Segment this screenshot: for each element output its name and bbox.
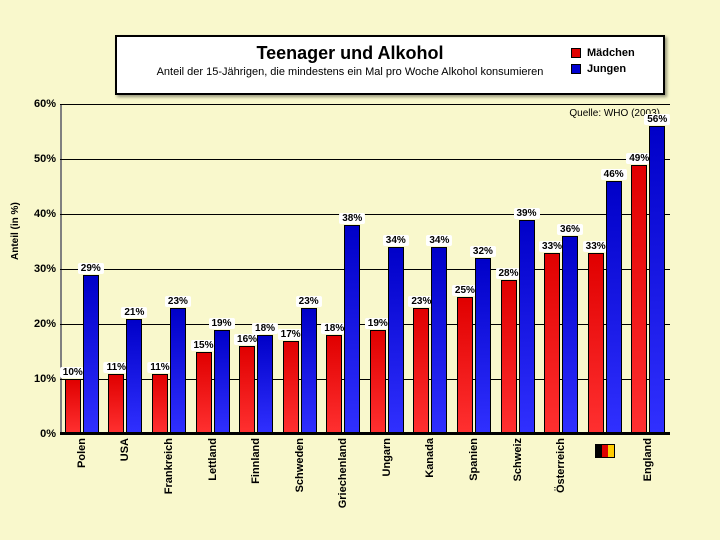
bar-jungen: 21%	[126, 319, 142, 435]
x-tick-label: Spanien	[468, 438, 480, 481]
bar-maedchen: 11%	[152, 374, 168, 435]
bar-group: 17%23%Schweden	[283, 308, 317, 435]
bar-group: 25%32%Spanien	[457, 258, 491, 434]
bar-jungen: 38%	[344, 225, 360, 434]
bar-jungen: 19%	[214, 330, 230, 435]
x-tick-label: Ungarn	[381, 438, 393, 477]
bar-jungen: 46%	[606, 181, 622, 434]
bar-jungen: 34%	[431, 247, 447, 434]
x-tick-label: Schweiz	[512, 438, 524, 481]
bar-group: 23%34%Kanada	[413, 247, 447, 434]
bar-jungen: 36%	[562, 236, 578, 434]
bar-jungen: 23%	[170, 308, 186, 435]
y-tick-label: 10%	[22, 373, 56, 385]
bar-jungen: 39%	[519, 220, 535, 435]
legend-item-maedchen: Mädchen	[571, 47, 651, 59]
bar-maedchen: 16%	[239, 346, 255, 434]
bar-jungen: 23%	[301, 308, 317, 435]
x-tick-label: Lettland	[207, 438, 219, 481]
legend-swatch-maedchen	[571, 48, 581, 58]
chart-title: Teenager und Alkohol	[129, 43, 571, 64]
x-tick-label: Kanada	[424, 438, 436, 478]
y-tick-label: 0%	[22, 428, 56, 440]
y-axis-title: Anteil (in %)	[10, 202, 21, 260]
bar-group: 19%34%Ungarn	[370, 247, 404, 434]
bar-value-label: 19%	[208, 318, 234, 329]
bar-value-label: 23%	[165, 296, 191, 307]
bar-group: 16%18%Finnland	[239, 335, 273, 434]
legend-label-maedchen: Mädchen	[587, 47, 635, 59]
x-tick-label: Griechenland	[337, 438, 349, 508]
bar-value-label: 11%	[104, 362, 129, 373]
chart-header: Teenager und Alkohol Anteil der 15-Jähri…	[115, 35, 665, 95]
bar-maedchen: 17%	[283, 341, 299, 435]
bar-jungen: 18%	[257, 335, 273, 434]
bar-value-label: 34%	[383, 235, 409, 246]
bar-maedchen: 23%	[413, 308, 429, 435]
bar-jungen: 29%	[83, 275, 99, 435]
bar-value-label: 36%	[557, 224, 583, 235]
bar-group: 33%46%	[588, 181, 622, 434]
chart-subtitle: Anteil der 15-Jährigen, die mindestens e…	[129, 66, 571, 78]
x-axis-line	[60, 432, 670, 434]
bar-value-label: 39%	[513, 208, 539, 219]
bar-value-label: 34%	[426, 235, 452, 246]
bar-group: 18%38%Griechenland	[326, 225, 360, 434]
bar-group: 11%21%USA	[108, 319, 142, 435]
bar-group: 33%36%Österreich	[544, 236, 578, 434]
y-tick-label: 50%	[22, 153, 56, 165]
bar-value-label: 18%	[252, 323, 278, 334]
bar-value-label: 11%	[147, 362, 172, 373]
legend-item-jungen: Jungen	[571, 63, 651, 75]
bar-maedchen: 49%	[631, 165, 647, 435]
bar-maedchen: 28%	[501, 280, 517, 434]
bar-value-label: 46%	[601, 169, 627, 180]
legend-label-jungen: Jungen	[587, 63, 626, 75]
grid-line	[60, 434, 670, 435]
bar-value-label: 21%	[121, 307, 147, 318]
bar-maedchen: 19%	[370, 330, 386, 435]
bar-maedchen: 15%	[196, 352, 212, 435]
bar-jungen: 56%	[649, 126, 665, 434]
bar-maedchen: 33%	[544, 253, 560, 435]
bar-maedchen: 33%	[588, 253, 604, 435]
bar-maedchen: 18%	[326, 335, 342, 434]
x-tick-label: England	[642, 438, 654, 481]
flag-icon	[595, 444, 615, 458]
y-tick-label: 30%	[22, 263, 56, 275]
x-tick-label: Finnland	[250, 438, 262, 484]
bar-maedchen: 10%	[65, 379, 81, 434]
bar-maedchen: 11%	[108, 374, 124, 435]
bar-group: 11%23%Frankreich	[152, 308, 186, 435]
bar-value-label: 23%	[296, 296, 322, 307]
bar-value-label: 56%	[644, 114, 670, 125]
bar-value-label: 38%	[339, 213, 365, 224]
bar-group: 49%56%England	[631, 126, 665, 434]
bar-jungen: 34%	[388, 247, 404, 434]
y-tick-label: 60%	[22, 98, 56, 110]
bars-area: 10%29%Polen11%21%USA11%23%Frankreich15%1…	[60, 104, 670, 434]
x-tick-label: Frankreich	[163, 438, 175, 494]
y-tick-label: 40%	[22, 208, 56, 220]
x-tick-label: Polen	[76, 438, 88, 468]
x-tick-label: Schweden	[294, 438, 306, 492]
bar-group: 10%29%Polen	[65, 275, 99, 435]
plot-area: 10%29%Polen11%21%USA11%23%Frankreich15%1…	[60, 104, 670, 434]
bar-value-label: 32%	[470, 246, 496, 257]
legend: Mädchen Jungen	[571, 47, 651, 87]
bar-value-label: 29%	[78, 263, 104, 274]
chart-container: Anteil (in %) Teenager und Alkohol Antei…	[0, 0, 720, 540]
bar-group: 28%39%Schweiz	[501, 220, 535, 435]
y-tick-label: 20%	[22, 318, 56, 330]
legend-swatch-jungen	[571, 64, 581, 74]
x-tick-label: USA	[119, 438, 131, 461]
bar-maedchen: 25%	[457, 297, 473, 435]
bar-jungen: 32%	[475, 258, 491, 434]
x-tick-label: Österreich	[555, 438, 567, 493]
bar-group: 15%19%Lettland	[196, 330, 230, 435]
